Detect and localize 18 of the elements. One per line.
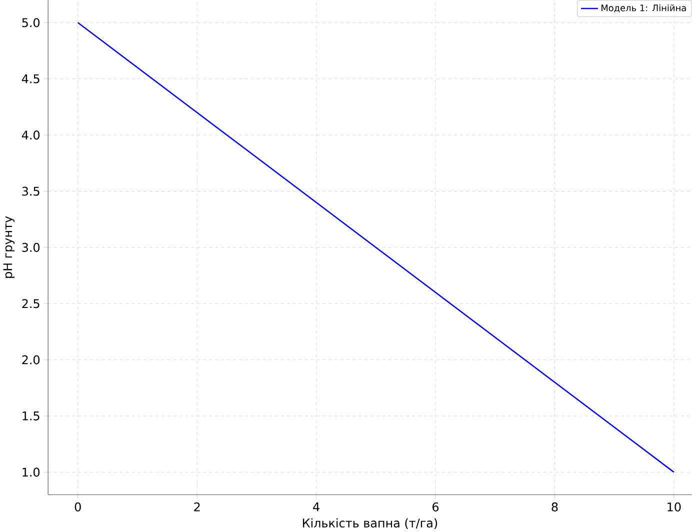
y-tick-label: 4.0 — [22, 130, 40, 140]
y-tick-label: 2.0 — [22, 355, 40, 364]
x-tick-label: 8 — [552, 502, 558, 512]
y-tick-label: 1.0 — [22, 468, 40, 477]
x-tick-label: 0 — [74, 502, 81, 512]
y-tick-label: 3.5 — [22, 186, 40, 196]
x-tick-label: 6 — [432, 502, 439, 512]
y-tick-label: 2.5 — [22, 298, 40, 308]
y-tick-label: 3.0 — [22, 242, 40, 252]
y-tick-label: 5.0 — [22, 18, 40, 28]
x-tick-label: 2 — [194, 502, 200, 512]
y-tick-label: 1.5 — [22, 411, 40, 420]
x-axis-title: Кількість вапна (т/га) — [302, 518, 438, 529]
y-tick-label: 4.5 — [22, 74, 40, 84]
y-axis-title: pH грунту — [3, 216, 15, 278]
x-tick-label: 4 — [313, 502, 320, 512]
legend-label: Модель 1: Лінійна — [602, 4, 686, 12]
x-tick-label: 10 — [668, 502, 681, 512]
